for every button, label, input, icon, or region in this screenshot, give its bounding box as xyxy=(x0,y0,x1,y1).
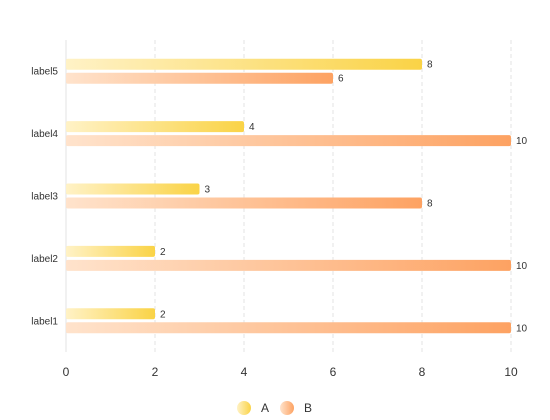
legend-item-b[interactable]: B xyxy=(280,401,312,415)
category-label: label2 xyxy=(31,254,58,265)
x-axis-ticks: 0 2 4 6 8 10 xyxy=(63,365,518,379)
bar-b-label4[interactable] xyxy=(66,135,511,147)
bars xyxy=(66,58,511,334)
legend-swatch xyxy=(280,401,294,415)
legend-swatch xyxy=(237,401,251,415)
bar-b-label5[interactable] xyxy=(66,72,333,84)
category-labels: label1 label2 label3 label4 label5 xyxy=(31,67,58,328)
bar-b-label3[interactable] xyxy=(66,197,422,209)
data-label: 2 xyxy=(160,247,166,258)
bar-a-label2[interactable] xyxy=(66,245,155,257)
category-label: label1 xyxy=(31,316,58,327)
bar-a-label5[interactable] xyxy=(66,58,422,70)
data-labels: 2 10 2 10 3 8 4 10 8 6 xyxy=(160,60,528,335)
category-label: label3 xyxy=(31,192,58,203)
data-label: 4 xyxy=(249,122,255,133)
data-label: 10 xyxy=(516,323,528,334)
x-tick-label: 4 xyxy=(241,365,248,379)
x-tick-label: 6 xyxy=(330,365,337,379)
bar-b-label2[interactable] xyxy=(66,259,511,271)
data-label: 10 xyxy=(516,136,528,147)
gridlines xyxy=(154,40,512,352)
x-tick-label: 8 xyxy=(419,365,426,379)
x-tick-label: 2 xyxy=(152,365,159,379)
legend-item-a[interactable]: A xyxy=(237,401,269,415)
data-label: 6 xyxy=(338,74,344,85)
data-label: 8 xyxy=(427,199,433,210)
data-label: 2 xyxy=(160,309,166,320)
bar-a-label1[interactable] xyxy=(66,308,155,320)
data-label: 8 xyxy=(427,60,433,71)
legend-label: A xyxy=(261,401,269,415)
bar-a-label4[interactable] xyxy=(66,121,244,133)
legend-label: B xyxy=(304,401,312,415)
category-label: label4 xyxy=(31,129,58,140)
bar-a-label3[interactable] xyxy=(66,183,200,195)
data-label: 3 xyxy=(205,185,211,196)
bar-b-label1[interactable] xyxy=(66,322,511,334)
x-tick-label: 0 xyxy=(63,365,70,379)
category-label: label5 xyxy=(31,67,58,78)
data-label: 10 xyxy=(516,261,528,272)
x-tick-label: 10 xyxy=(504,365,518,379)
